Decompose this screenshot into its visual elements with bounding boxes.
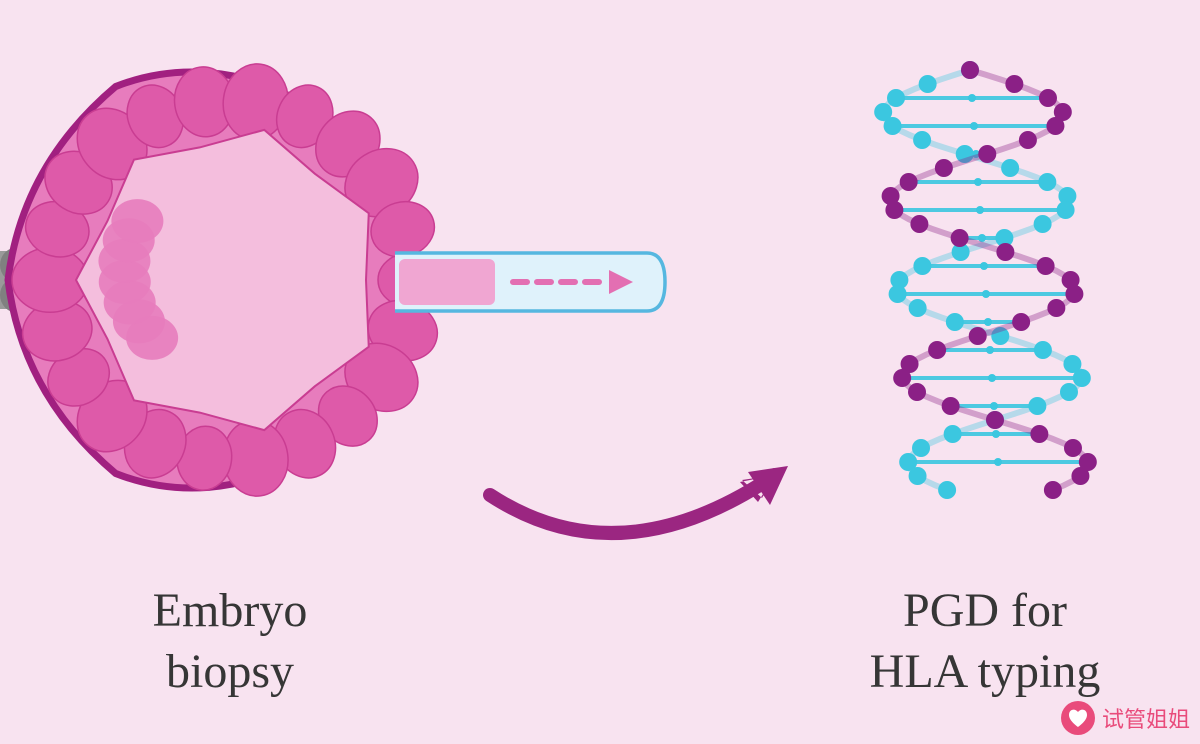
label-left-line2: biopsy — [30, 641, 430, 702]
label-embryo-biopsy: Embryo biopsy — [30, 580, 430, 703]
watermark-heart-icon — [1060, 700, 1096, 736]
label-left-line1: Embryo — [30, 580, 430, 641]
watermark-text: 试管姐姐 — [1102, 702, 1190, 734]
label-pgd-hla: PGD for HLA typing — [785, 580, 1185, 703]
watermark: 试管姐姐 — [1060, 700, 1190, 736]
label-right-line2: HLA typing — [785, 641, 1185, 702]
biopsy-pipette — [395, 253, 665, 311]
diagram-canvas: Embryo biopsy PGD for HLA typing 试管姐姐 — [0, 0, 1200, 744]
label-right-line1: PGD for — [785, 580, 1185, 641]
